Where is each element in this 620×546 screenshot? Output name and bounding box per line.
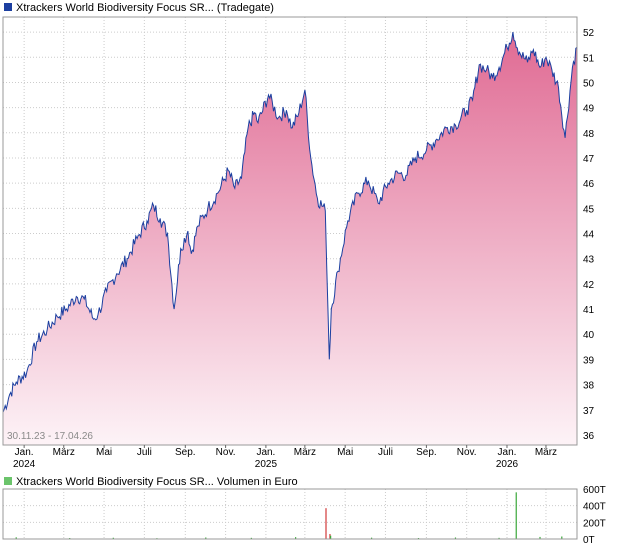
volume-grid (3, 488, 577, 540)
x-tick-label: Sep. (416, 447, 437, 458)
y-tick-label: 47 (583, 154, 595, 165)
volume-bar (561, 536, 563, 539)
y-tick-label: 38 (583, 381, 595, 392)
y-tick-label: 50 (583, 78, 595, 89)
volume-bar (498, 537, 500, 539)
volume-chart-title: Xtrackers World Biodiversity Focus SR...… (16, 476, 298, 488)
volume-bar (15, 537, 17, 539)
volume-bar (539, 536, 541, 539)
y-tick-label: 39 (583, 355, 595, 366)
x-tick-year: 2025 (255, 459, 278, 470)
volume-bars (15, 492, 563, 539)
x-tick-label: Nov. (457, 447, 477, 458)
volume-bar (325, 508, 327, 539)
x-tick-year: 2026 (496, 459, 519, 470)
volume-bar (205, 537, 207, 539)
price-chart-title: Xtrackers World Biodiversity Focus SR...… (16, 2, 274, 14)
volume-bar (454, 537, 457, 539)
y-tick-label: 45 (583, 204, 595, 215)
volume-bar (515, 492, 517, 539)
x-tick-label: Jan. (498, 447, 517, 458)
volume-plot (2, 488, 578, 540)
y-tick-label: 36 (583, 431, 595, 442)
y-tick-label: 46 (583, 179, 595, 190)
volume-y-tick-label: 0T (583, 535, 595, 546)
y-tick-label: 41 (583, 305, 595, 316)
volume-bar (329, 534, 331, 539)
x-tick-label: Juli (137, 447, 152, 458)
x-tick-year: 2024 (13, 459, 36, 470)
x-tick-label: März (535, 447, 557, 458)
y-tick-label: 48 (583, 129, 595, 140)
y-tick-label: 37 (583, 406, 595, 417)
volume-bar (370, 537, 373, 539)
volume-y-axis: 0T 200T 400T 600T (583, 485, 606, 546)
x-tick-label: Nov. (216, 447, 236, 458)
volume-plot-border (2, 488, 578, 540)
x-tick-label: Mai (337, 447, 353, 458)
x-tick-label: Sep. (175, 447, 196, 458)
price-plot-border (2, 16, 578, 446)
price-line (2, 32, 578, 413)
price-plot: 30.11.23 - 17.04.26 (2, 16, 578, 446)
price-y-axis: 36 37 38 39 40 41 42 43 44 45 46 47 48 49 50 51 52 (583, 28, 595, 442)
x-tick-label: Jan. (256, 447, 275, 458)
volume-bar (250, 537, 252, 539)
y-tick-label: 43 (583, 255, 595, 266)
price-area-fill (3, 32, 577, 445)
y-tick-label: 51 (583, 53, 595, 64)
y-tick-label: 44 (583, 230, 595, 241)
volume-bar (295, 537, 297, 539)
x-tick-label: Jan. (15, 447, 34, 458)
y-tick-label: 52 (583, 28, 595, 39)
y-tick-label: 42 (583, 280, 595, 291)
volume-legend-swatch (4, 477, 12, 485)
volume-bar (112, 537, 114, 539)
x-tick-label: Juli (378, 447, 393, 458)
volume-bar (330, 535, 332, 539)
x-tick-label: Mai (96, 447, 112, 458)
volume-y-tick-label: 600T (583, 485, 606, 496)
volume-y-tick-label: 400T (583, 502, 606, 513)
price-legend-swatch (4, 3, 12, 11)
y-tick-label: 40 (583, 330, 595, 341)
volume-y-tick-label: 200T (583, 518, 606, 529)
date-range-label: 30.11.23 - 17.04.26 (7, 431, 93, 442)
x-tick-label: März (53, 447, 75, 458)
y-tick-label: 49 (583, 104, 595, 115)
x-tick-label: März (294, 447, 316, 458)
